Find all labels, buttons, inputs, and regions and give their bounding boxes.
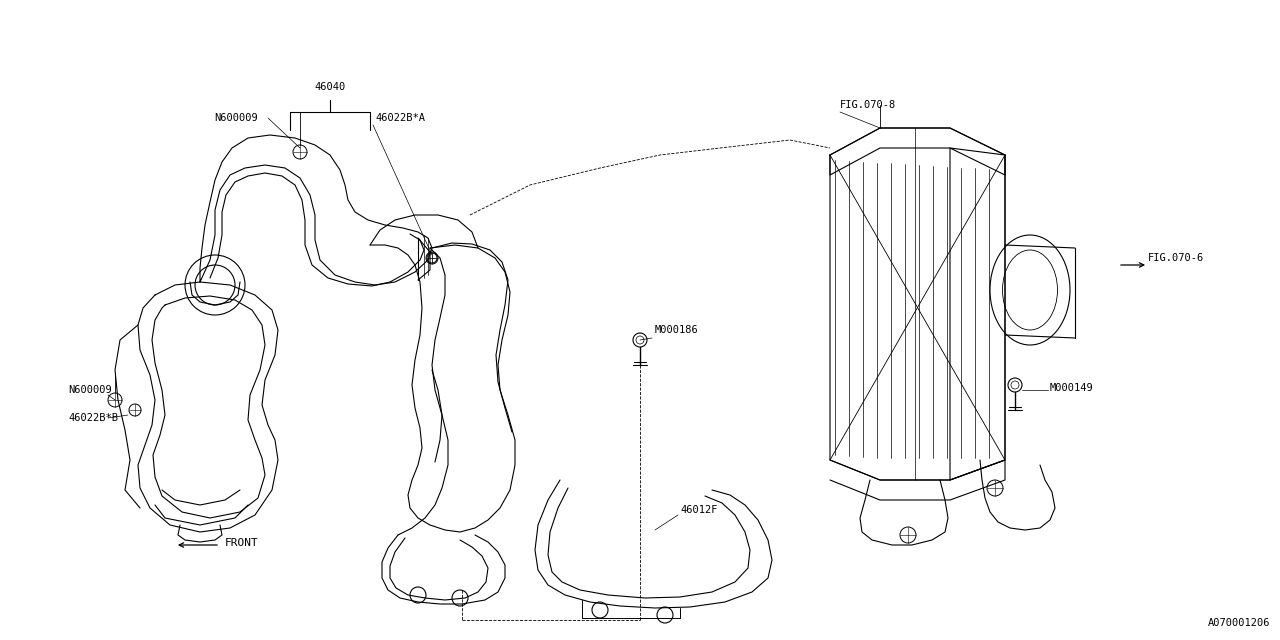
Text: 46012F: 46012F [680, 505, 718, 515]
Text: 46022B*B: 46022B*B [68, 413, 118, 423]
Text: FRONT: FRONT [225, 538, 259, 548]
Text: A070001206: A070001206 [1207, 618, 1270, 628]
Text: FIG.070-8: FIG.070-8 [840, 100, 896, 110]
Text: M000149: M000149 [1050, 383, 1093, 393]
Text: N600009: N600009 [68, 385, 111, 395]
Text: M000186: M000186 [655, 325, 699, 335]
Text: FIG.070-6: FIG.070-6 [1148, 253, 1204, 263]
Text: N600009: N600009 [214, 113, 259, 123]
Text: 46022B*A: 46022B*A [375, 113, 425, 123]
Text: 46040: 46040 [315, 82, 346, 92]
